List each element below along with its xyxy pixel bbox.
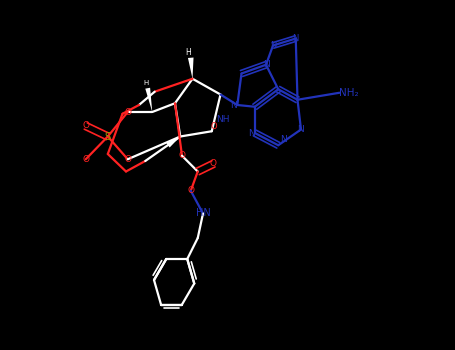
Text: NH₂: NH₂ <box>339 88 359 98</box>
Polygon shape <box>167 136 180 148</box>
Text: N: N <box>231 100 238 110</box>
Text: N: N <box>248 128 255 138</box>
Text: N: N <box>270 41 276 50</box>
Text: O: O <box>82 155 89 164</box>
Text: O: O <box>187 186 194 195</box>
Text: O: O <box>124 155 131 164</box>
Text: N: N <box>298 125 304 134</box>
Text: H: H <box>144 80 149 86</box>
Text: N: N <box>263 60 269 69</box>
Text: S: S <box>105 132 111 141</box>
Polygon shape <box>188 57 193 79</box>
Text: N: N <box>280 135 287 145</box>
Polygon shape <box>145 88 152 112</box>
Text: O: O <box>210 122 217 131</box>
Text: O: O <box>82 121 89 131</box>
Text: NH: NH <box>216 114 229 124</box>
Text: O: O <box>178 151 186 160</box>
Text: O: O <box>124 107 131 117</box>
Text: O: O <box>210 159 217 168</box>
Text: N: N <box>293 34 299 43</box>
Text: HN: HN <box>196 209 210 218</box>
Text: H: H <box>186 48 191 57</box>
